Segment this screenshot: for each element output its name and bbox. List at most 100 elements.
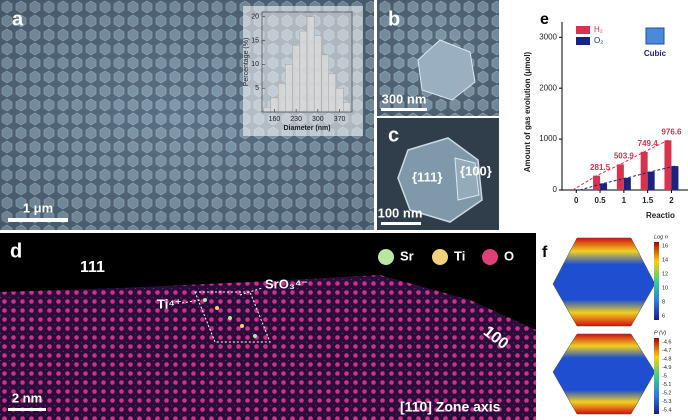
bar [640,151,648,190]
cube-icon [645,27,665,45]
simulation-map [552,333,656,415]
y-tick-label: 3000 [539,32,557,41]
x-tick-label: 2 [669,196,674,205]
bar [616,164,624,190]
bar [623,177,631,190]
colorbar-tick: 8 [662,299,665,305]
colorbar-tick: -5.4 [662,407,671,413]
x-tick-label: 230 [290,116,302,123]
scale-label: 100 nm [378,205,423,220]
histogram-bar [277,83,286,113]
crystal [417,39,476,101]
legend-swatch [576,26,590,34]
icon-label: Cubic [644,49,667,58]
y-axis-label: Percentage (%) [243,38,250,87]
facet-label: {100} [460,163,492,178]
colorbar-tick: -4.7 [662,348,671,354]
colorbar-title: P (V) [654,330,666,336]
colorbar-title: Log n [654,234,668,240]
histogram-bar [313,35,322,113]
x-tick-label: 1 [622,196,627,205]
zone-axis: [11̄0] Zone axis [400,399,501,415]
value-label: 976.6 [661,127,682,136]
legend-label: Ti [454,248,465,263]
scale-label: 1 μm [23,200,53,215]
y-axis-label: Amount of gas evolution (μmol) [523,51,532,172]
colorbar-tick: -5.3 [662,399,671,405]
bar [647,171,655,190]
x-tick-label: 0 [574,196,579,205]
x-tick-label: 370 [334,116,346,123]
unit-cell-overlay [194,291,271,343]
legend-label: O₂ [594,36,603,45]
scale-bar [381,108,427,111]
histogram-bar [306,16,315,113]
facet-label: {111} [412,169,442,184]
panel-label: f [542,244,548,261]
colorbar-tick: 14 [662,257,668,263]
x-tick-label: 0.5 [595,196,607,205]
legend-swatch [576,37,590,45]
legend-swatch [432,249,448,265]
colorbar-tick: -4.6 [662,339,671,345]
y-tick-label: 2000 [539,83,557,92]
histogram-bar [321,54,329,113]
y-tick-label: 15 [251,37,259,44]
panel-label: d [10,240,22,262]
legend-swatch [378,249,394,265]
histogram-bar [292,45,301,113]
colorbar-tick: -5.1 [662,382,671,388]
facet-label: 111 [80,259,105,276]
x-tick-label: 160 [269,116,281,123]
histogram-bar [335,87,344,113]
crystal-facet [454,157,480,201]
value-label: 281.5 [590,163,611,172]
panel-label: b [388,8,400,30]
annotation: SrO₃⁴⁻ [265,276,308,291]
histogram-bar [263,107,271,113]
histogram-bar [343,102,351,113]
y-tick-label: 0 [553,185,558,194]
bar [600,183,608,190]
bar [671,166,679,190]
colorbar [654,338,659,414]
legend-swatch [482,249,498,265]
x-tick-label: 300 [312,116,324,123]
colorbar-tick: -5 [662,373,667,379]
trend-line [579,165,676,191]
pointer [181,299,201,304]
y-tick-label: 5 [255,85,259,92]
scale-bar [381,222,421,225]
annotation: Ti⁴⁺ [157,296,182,311]
y-tick-label: 10 [251,61,259,68]
legend-label: O [504,248,514,263]
panel-label: c [388,124,399,146]
plot-frame [261,11,353,113]
colorbar-tick: -5.2 [662,390,671,396]
scale-bar [8,408,46,411]
colorbar-tick: 6 [662,313,665,319]
bar [593,175,601,190]
histogram-bar [299,30,308,113]
panel-label: a [12,8,24,30]
histogram-bar [285,64,293,113]
panel-label: e [540,11,549,28]
colorbar-tick: 10 [662,285,668,291]
colorbar-tick: -4.9 [662,365,671,371]
y-tick-label: 20 [251,14,259,21]
legend-label: H₂ [594,25,603,34]
value-label: 503.9 [614,151,635,160]
colorbar-tick: 12 [662,271,668,277]
bar [664,140,672,190]
vacuum [0,233,536,330]
scale-label: 2 nm [12,390,42,405]
x-axis-label: Reactio [646,211,675,220]
y-tick-label: 1000 [539,134,557,143]
value-label: 749.4 [638,139,659,148]
scale-label: 300 nm [382,91,427,106]
legend-label: Sr [400,248,414,263]
colorbar-tick: -4.8 [662,356,671,362]
x-tick-label: 1.5 [642,196,654,205]
colorbar-tick: 16 [662,243,668,249]
